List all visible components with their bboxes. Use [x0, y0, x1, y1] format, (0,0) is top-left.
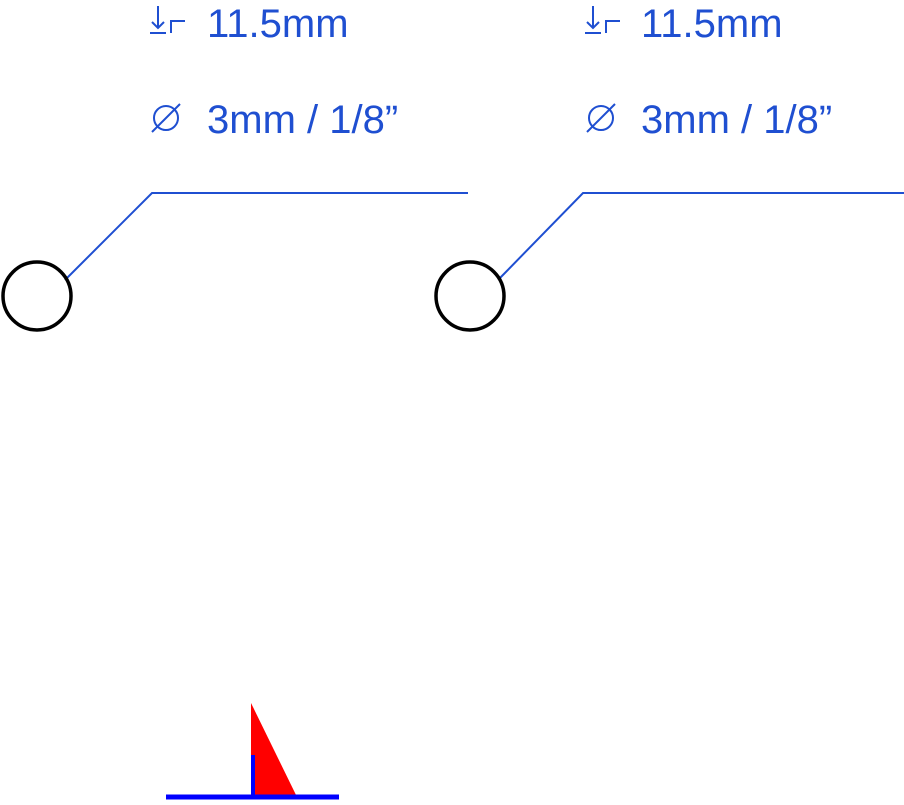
hole [1, 260, 73, 332]
origin-marker [166, 703, 339, 800]
marker-flag [251, 703, 297, 797]
diameter-label: 3mm / 1/8” [207, 98, 398, 142]
diameter-label: 3mm / 1/8” [641, 98, 832, 142]
hole [434, 260, 506, 332]
depth-icon [150, 6, 185, 34]
leader-line [498, 192, 904, 280]
callout: 11.5mm 3mm / 1/8” [1, 2, 468, 332]
diameter-icon [586, 103, 616, 133]
leader-line [64, 192, 468, 281]
depth-icon [585, 6, 620, 34]
depth-label: 11.5mm [207, 2, 349, 46]
callout: 11.5mm 3mm / 1/8” [434, 2, 904, 332]
diameter-icon [151, 103, 181, 133]
depth-label: 11.5mm [641, 2, 783, 46]
